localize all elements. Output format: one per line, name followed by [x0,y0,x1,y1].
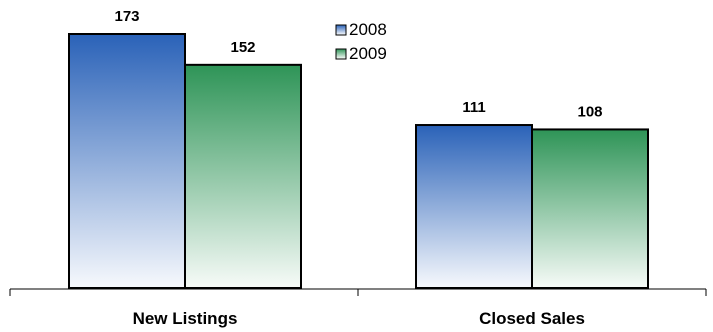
data-label-closed-sales-2008: 111 [462,99,485,116]
bars [68,33,649,289]
labels: 173 152 New Listings 111 108 Closed Sales [114,8,602,328]
bar-closed-sales-2009 [531,128,649,289]
bar-new-listings-2008 [68,33,186,289]
legend-label-2008: 2008 [349,20,387,39]
data-label-closed-sales-2009: 108 [577,103,602,120]
legend-swatch-2008 [335,24,347,36]
data-label-new-listings-2008: 173 [114,8,139,25]
bar-closed-sales-2008 [415,124,533,289]
data-label-new-listings-2009: 152 [230,39,255,56]
legend: 2008 2009 [335,20,387,63]
category-label-closed-sales: Closed Sales [479,309,585,328]
legend-label-2009: 2009 [349,44,387,63]
bar-new-listings-2009 [184,63,302,289]
category-label-new-listings: New Listings [133,309,238,328]
x-axis [9,288,707,296]
legend-swatch-2009 [335,48,347,60]
